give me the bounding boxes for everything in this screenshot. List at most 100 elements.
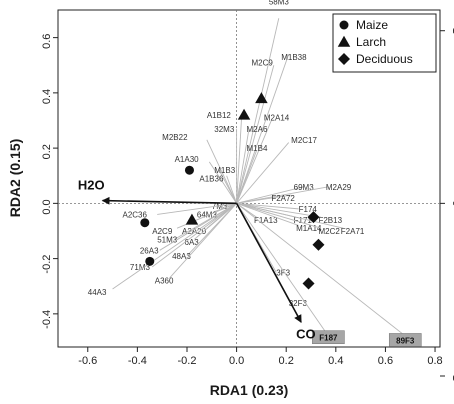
y-tick-label: -0.4 xyxy=(41,310,53,329)
site-point-maize-1 xyxy=(184,165,194,175)
species-label-6a3: 6A3 xyxy=(185,238,200,247)
species-arrow-89f3 xyxy=(236,203,406,337)
species-arrow-f2a71 xyxy=(236,202,344,229)
species-label-f2a72: F2A72 xyxy=(271,194,295,203)
y-axis-title: RDA2 (0.15) xyxy=(7,139,23,218)
legend-label-deciduous: Deciduous xyxy=(356,52,413,66)
species-arrow-f2a72 xyxy=(236,194,292,204)
species-arrow-m2c17 xyxy=(236,142,290,204)
species-label-a2c9: A2C9 xyxy=(152,227,173,236)
species-label-m2a29: M2A29 xyxy=(326,183,352,192)
y-tick-label: 0.0 xyxy=(41,199,53,214)
right-tick-label: 0 xyxy=(450,200,454,206)
species-arrow-58m3 xyxy=(236,18,280,204)
species-label-69m3: 69M3 xyxy=(294,183,315,192)
species-label-a1b12: A1B12 xyxy=(207,111,232,120)
env-vector-h2o xyxy=(101,196,237,205)
species-label-f2a71: F2A71 xyxy=(341,227,365,236)
species-arrow-44a3 xyxy=(112,202,237,290)
species-label-51m3: 51M3 xyxy=(157,235,178,244)
species-label-box-89f3 xyxy=(388,333,422,347)
species-label-m2c9: M2C9 xyxy=(251,58,273,67)
species-label-f174: F174 xyxy=(299,205,318,214)
env-label-h2o: H2O xyxy=(78,178,105,193)
species-label-m1b4: M1B4 xyxy=(247,144,268,153)
species-arrow-m1b4 xyxy=(236,150,257,204)
site-point-larch-5 xyxy=(237,108,251,120)
legend-label-larch: Larch xyxy=(356,35,386,49)
species-arrow-71m3 xyxy=(151,203,237,268)
legend-marker-deciduous xyxy=(338,53,350,65)
species-label-m1b38: M1B38 xyxy=(281,53,307,62)
species-label-f171: F171 xyxy=(294,216,313,225)
species-label-a1b36: A1B36 xyxy=(199,175,224,184)
species-label-a1a30: A1A30 xyxy=(175,155,200,164)
species-label-64m3: 64M3 xyxy=(197,210,218,219)
species-label-48a3: 48A3 xyxy=(172,252,191,261)
species-label-44a3: 44A3 xyxy=(88,288,107,297)
species-label-26a3: 26A3 xyxy=(140,246,159,255)
species-arrow-a1a30 xyxy=(208,161,237,204)
species-label-58m3: 58M3 xyxy=(269,0,290,7)
species-label-a2a20: A2A20 xyxy=(182,227,207,236)
x-tick-label: 0.4 xyxy=(328,355,343,367)
x-tick-label: 0.8 xyxy=(427,355,442,367)
species-arrow-m2c9 xyxy=(236,65,275,204)
species-arrow-f2b13 xyxy=(236,202,322,218)
legend-marker-larch xyxy=(337,35,351,47)
species-arrow-m2a6 xyxy=(236,128,250,204)
species-label-m2b22: M2B22 xyxy=(162,133,188,142)
site-point-deciduous-8 xyxy=(312,238,325,251)
species-label-3f3: 3F3 xyxy=(276,268,290,277)
species-label-71m3: 71M3 xyxy=(130,263,151,272)
species-label-m2a6: M2A6 xyxy=(247,125,268,134)
site-point-larch-6 xyxy=(185,213,199,225)
species-label-7m3: 7M3 xyxy=(212,202,228,211)
species-arrow-6a3 xyxy=(194,203,237,240)
species-label-a360: A360 xyxy=(155,277,174,286)
site-point-larch-4 xyxy=(255,92,268,104)
y-tick-label: 0.6 xyxy=(41,34,53,49)
y-tick-label: 0.4 xyxy=(41,89,53,104)
species-arrow-a2c36 xyxy=(157,202,237,215)
species-arrow-f187 xyxy=(236,203,329,337)
site-point-maize-2 xyxy=(140,218,150,228)
species-label-a2c36: A2C36 xyxy=(122,210,147,219)
y-tick-label: 0.2 xyxy=(41,144,53,159)
x-tick-label: 0.0 xyxy=(229,355,244,367)
species-arrow-a1b12 xyxy=(236,117,243,204)
x-tick-label: 0.6 xyxy=(378,355,393,367)
y-tick-label: -0.2 xyxy=(41,255,53,274)
species-arrow-26a3 xyxy=(159,202,237,251)
legend: Maize Larch Deciduous xyxy=(332,13,437,73)
right-tick-label: -1 xyxy=(450,371,454,381)
species-label-m2c2: M2C2 xyxy=(318,227,340,236)
legend-box xyxy=(332,13,437,73)
site-point-maize-3 xyxy=(145,256,155,266)
species-label-f1a13: F1A13 xyxy=(254,216,278,225)
site-point-deciduous-9 xyxy=(302,277,315,290)
env-vector-co xyxy=(235,202,302,324)
species-label-m1b3: M1B3 xyxy=(214,166,235,175)
species-label-89f3: 89F3 xyxy=(396,336,415,345)
species-label-m2a14: M2A14 xyxy=(264,114,290,123)
env-label-co: CO xyxy=(296,327,316,342)
species-label-m2c17: M2C17 xyxy=(291,136,317,145)
species-label-32f3: 32F3 xyxy=(289,299,308,308)
legend-label-maize: Maize xyxy=(356,18,388,32)
species-arrow-m1b38 xyxy=(236,54,290,204)
species-arrow-m2b22 xyxy=(206,139,238,204)
legend-marker-maize xyxy=(339,20,349,30)
x-tick-label: 0.2 xyxy=(279,355,294,367)
species-arrow-m2a14 xyxy=(236,120,272,204)
species-arrow-m1b3 xyxy=(218,170,237,204)
x-tick-label: -0.2 xyxy=(178,355,197,367)
species-label-32m3: 32M3 xyxy=(214,125,235,134)
x-axis-title: RDA1 (0.23) xyxy=(210,382,289,398)
species-label-f187: F187 xyxy=(319,334,338,343)
species-label-box-f187 xyxy=(312,330,345,345)
species-arrow-m2c2 xyxy=(236,202,322,229)
x-tick-label: -0.6 xyxy=(78,355,97,367)
